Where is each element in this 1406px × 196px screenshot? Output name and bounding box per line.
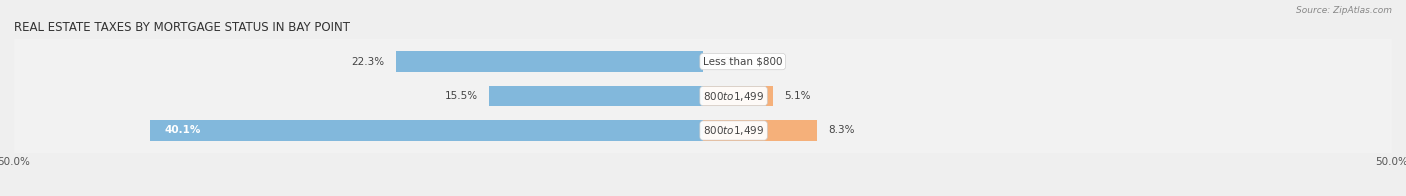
FancyBboxPatch shape (14, 96, 1392, 165)
Text: 40.1%: 40.1% (165, 125, 201, 135)
Bar (489, 86, 703, 106)
Text: Less than $800: Less than $800 (703, 57, 783, 67)
Text: 5.1%: 5.1% (785, 91, 811, 101)
Text: 22.3%: 22.3% (352, 57, 385, 67)
Text: REAL ESTATE TAXES BY MORTGAGE STATUS IN BAY POINT: REAL ESTATE TAXES BY MORTGAGE STATUS IN … (14, 21, 350, 34)
Text: $800 to $1,499: $800 to $1,499 (703, 124, 765, 137)
Text: Source: ZipAtlas.com: Source: ZipAtlas.com (1296, 6, 1392, 15)
Text: 15.5%: 15.5% (446, 91, 478, 101)
Bar (150, 120, 703, 141)
Bar (395, 51, 703, 72)
Text: 8.3%: 8.3% (828, 125, 855, 135)
FancyBboxPatch shape (14, 27, 1392, 96)
Bar (703, 120, 817, 141)
Bar (703, 86, 773, 106)
Text: 0.0%: 0.0% (714, 57, 741, 67)
Text: $800 to $1,499: $800 to $1,499 (703, 90, 765, 103)
FancyBboxPatch shape (14, 61, 1392, 131)
